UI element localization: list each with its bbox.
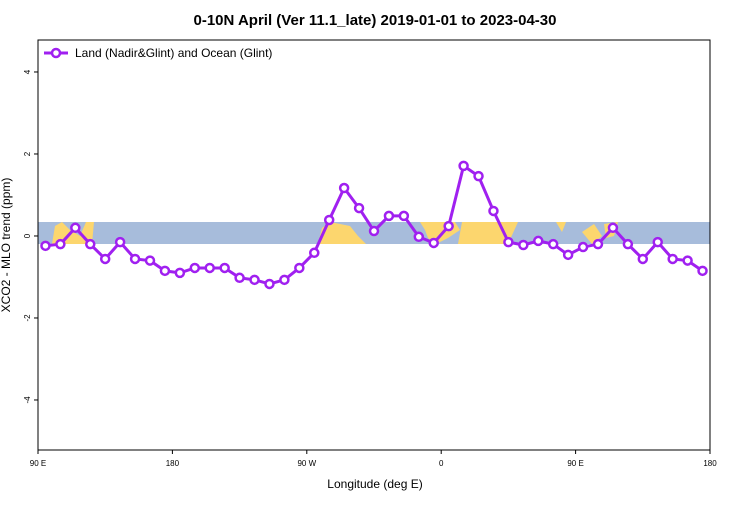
data-point [234, 272, 245, 284]
data-point [503, 236, 514, 248]
data-point [338, 182, 350, 194]
legend: Land (Nadir&Glint) and Ocean (Glint) [44, 46, 272, 60]
data-point [368, 225, 380, 237]
data-point [488, 205, 499, 217]
legend-marker [50, 47, 62, 59]
data-point [458, 160, 469, 172]
data-point [518, 239, 529, 251]
data-point [323, 214, 335, 226]
data-point [547, 238, 559, 250]
y-axis-label: XCO2 - MLO trend (ppm) [0, 178, 13, 313]
data-point [428, 237, 439, 249]
data-point [562, 249, 574, 261]
plot-frame [37, 39, 711, 451]
data-point [398, 210, 410, 222]
data-point [383, 210, 395, 222]
y-tick-label: -4 [23, 396, 32, 404]
data-point [667, 253, 678, 265]
data-point [353, 202, 365, 214]
data-point [682, 255, 693, 266]
data-point [40, 240, 51, 252]
x-tick-label: 0 [439, 459, 444, 468]
legend-label: Land (Nadir&Glint) and Ocean (Glint) [75, 46, 272, 60]
data-point [279, 274, 290, 286]
chart-title: 0-10N April (Ver 11.1_late) 2019-01-01 t… [194, 12, 557, 29]
y-tick-label: 2 [23, 151, 32, 156]
data-point [309, 247, 320, 259]
land [556, 222, 618, 244]
x-tick-label: 180 [166, 459, 180, 468]
data-point [114, 236, 126, 248]
land [318, 222, 366, 244]
data-point [592, 238, 604, 250]
x-tick-label: 180 [703, 459, 717, 468]
data-point [144, 255, 156, 266]
data-point [622, 238, 634, 250]
data-point [264, 278, 275, 290]
data-point [413, 231, 425, 243]
y-tick-label: 4 [23, 69, 32, 74]
data-point [204, 262, 215, 274]
data-point [174, 267, 186, 279]
data-point [70, 222, 81, 234]
data-point [533, 235, 544, 247]
x-tick-label: 90 W [297, 459, 316, 468]
data-point [99, 253, 111, 265]
y-tick-label: 0 [23, 233, 32, 238]
data-point [294, 262, 305, 274]
data-point [85, 238, 96, 250]
data-point [697, 265, 708, 277]
data-point [607, 222, 619, 234]
data-point [652, 236, 663, 248]
data-point [473, 170, 484, 182]
data-point [637, 253, 649, 265]
x-tick-label: 90 E [30, 459, 46, 468]
data-point [249, 274, 260, 286]
data-point [55, 238, 66, 250]
data-point [443, 220, 454, 232]
x-tick-label: 90 E [567, 459, 583, 468]
data-point [189, 262, 201, 274]
y-tick-label: -2 [23, 314, 32, 322]
data-point [159, 265, 171, 277]
data-point [219, 262, 230, 274]
data-point [129, 253, 141, 265]
x-axis-label: Longitude (deg E) [327, 477, 422, 491]
data-point [577, 241, 589, 253]
